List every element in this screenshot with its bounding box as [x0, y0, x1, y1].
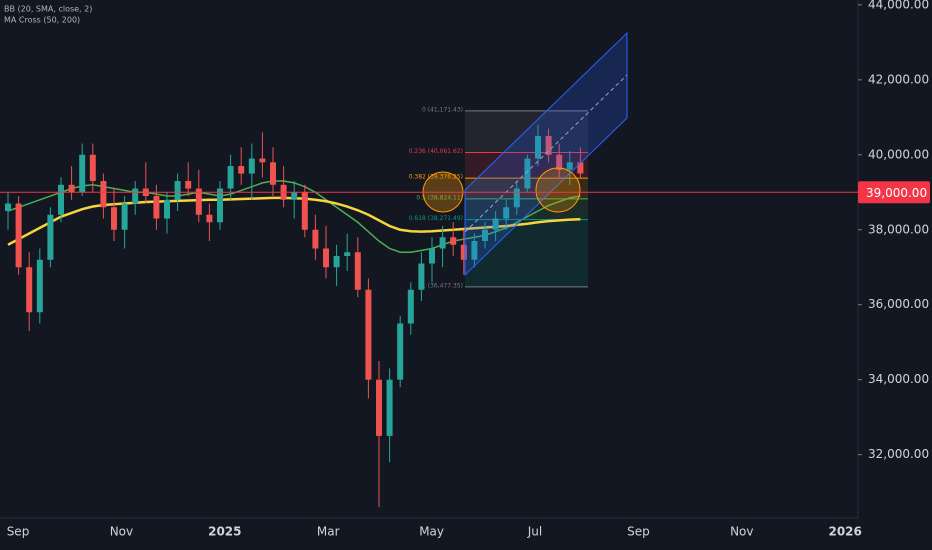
price-tag — [858, 181, 930, 204]
candle-body — [248, 158, 255, 174]
candle-body — [217, 188, 223, 223]
candle-body — [344, 252, 351, 257]
candle-body — [471, 241, 478, 260]
legend-item: BB (20, SMA, close, 2) — [4, 5, 92, 14]
candle-body — [418, 263, 425, 290]
y-tick-label: 44,000.00 — [868, 0, 929, 11]
y-tick-label: 32,000.00 — [868, 447, 929, 461]
candle-body — [535, 136, 541, 159]
candle-body — [68, 184, 75, 193]
candle-body — [524, 158, 531, 189]
candle-body — [15, 203, 22, 268]
candle-body — [503, 207, 510, 219]
y-tick-label: 38,000.00 — [868, 222, 929, 236]
candle-body — [365, 289, 372, 380]
candle-body — [513, 188, 520, 208]
candle-body — [47, 214, 54, 260]
candle-body — [556, 154, 563, 170]
legend-item: MA Cross (50, 200) — [4, 16, 80, 25]
y-tick-label: 34,000.00 — [868, 372, 929, 386]
candle-body — [397, 323, 404, 380]
candle-body — [89, 154, 96, 182]
candle-body — [153, 196, 160, 219]
candle-body — [100, 181, 107, 208]
candle-body — [5, 203, 11, 212]
fib-label: 1 (36,477.35) — [422, 282, 463, 289]
plot: 32,000.00 34,000.00 36,000.00 38,000.00 40,0… — [5, 0, 929, 508]
candle-body — [439, 237, 446, 249]
x-tick-label: 2025 — [208, 525, 241, 539]
candle-body — [291, 192, 298, 200]
x-tick-label: 2026 — [828, 525, 861, 539]
candle-body — [174, 181, 181, 200]
candle-body — [185, 181, 192, 189]
candle-body — [354, 252, 361, 290]
candle-body — [407, 289, 414, 324]
candle-body — [301, 192, 308, 230]
candle-body — [238, 166, 245, 174]
candle-body — [111, 207, 117, 230]
candle-body — [26, 267, 33, 313]
channel-midline — [464, 74, 628, 233]
candle-body — [195, 188, 202, 215]
candle-body — [132, 188, 139, 204]
candle-body — [121, 203, 128, 230]
x-tick-label: Mar — [317, 525, 340, 539]
candle-body — [545, 136, 552, 155]
fib-label: 0.382 (39,376.25) — [409, 174, 463, 181]
candle-body — [164, 199, 170, 219]
candle-body — [450, 237, 457, 245]
candle-body — [429, 248, 435, 264]
candle-body — [323, 248, 329, 268]
candle-body — [270, 162, 276, 185]
y-tick-label: 42,000.00 — [868, 72, 929, 86]
candle-body — [376, 379, 382, 436]
candle-body — [227, 166, 234, 189]
candle-body — [79, 154, 86, 193]
x-tick-label: Sep — [627, 525, 650, 539]
candle-body — [259, 158, 266, 163]
fib-zone — [465, 110, 588, 153]
fib-label: 0.5 (38,824.11) — [416, 194, 463, 201]
x-tick-label: May — [419, 525, 444, 539]
candle-body — [577, 162, 584, 174]
candle-body — [206, 214, 213, 223]
candle-body — [58, 184, 64, 215]
fib-label: 0.236 (40,061.62) — [409, 148, 463, 155]
y-tick-label: 36,000.00 — [868, 297, 929, 311]
candle-body — [482, 229, 488, 242]
x-tick-label: Nov — [730, 525, 753, 539]
candle-body — [312, 229, 319, 249]
fib-label: 0 (41,171.43) — [422, 106, 463, 113]
candle-body — [460, 244, 467, 260]
x-tick-label: Sep — [7, 525, 30, 539]
candle-body — [386, 379, 393, 436]
candle-body — [492, 218, 499, 230]
x-tick-label: Jul — [527, 525, 542, 539]
candle-body — [36, 259, 43, 313]
price-tag-label: 39,000.00 — [866, 186, 927, 200]
highlight-circle — [535, 167, 581, 213]
fib-label: 0.618 (38,271.49) — [409, 215, 463, 222]
y-tick-label: 40,000.00 — [868, 147, 929, 161]
candle-body — [566, 162, 573, 170]
candle-body — [333, 256, 340, 268]
x-tick-label: Nov — [110, 525, 133, 539]
